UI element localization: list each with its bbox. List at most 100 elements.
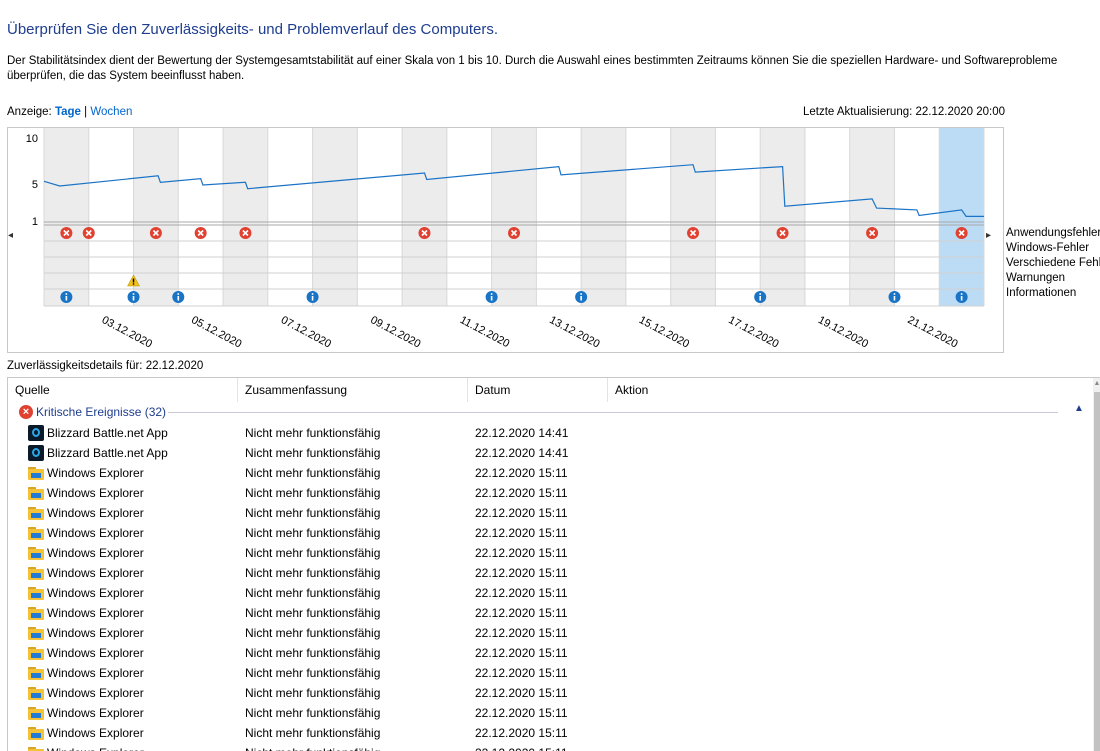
row-label-misc-errors: Verschiedene Fehler [1006,257,1100,269]
cell-source: Windows Explorer [47,486,144,500]
cell-source: Windows Explorer [47,506,144,520]
table-row[interactable]: Windows Explorer Nicht mehr funktionsfähi… [8,663,1093,683]
cell-date: 22.12.2020 15:11 [475,686,568,700]
info-icon-mark [132,293,135,295]
cell-date: 22.12.2020 15:11 [475,666,568,680]
info-icon-mark [65,293,68,295]
cell-date: 22.12.2020 15:11 [475,626,568,640]
cell-source: Windows Explorer [47,726,144,740]
column-header-summary[interactable]: Zusammenfassung [238,378,468,402]
cell-summary: Nicht mehr funktionsfähig [245,426,381,440]
folder-icon [28,507,44,520]
cell-source: Windows Explorer [47,526,144,540]
cell-source: Windows Explorer [47,686,144,700]
table-row[interactable]: Windows Explorer Nicht mehr funktionsfähi… [8,543,1093,563]
cell-date: 22.12.2020 15:11 [475,646,568,660]
table-row[interactable]: Blizzard Battle.net App Nicht mehr funkti… [8,443,1093,463]
table-row[interactable]: Windows Explorer Nicht mehr funktionsfähi… [8,463,1093,483]
cell-source: Windows Explorer [47,626,144,640]
cell-source: Windows Explorer [47,746,144,751]
y-tick-label: 5 [32,179,38,191]
cell-summary: Nicht mehr funktionsfähig [245,546,381,560]
chart-scroll-left-button[interactable]: ◂ [8,230,14,241]
cell-summary: Nicht mehr funktionsfähig [245,626,381,640]
view-separator: | [84,106,88,118]
cell-source: Windows Explorer [47,666,144,680]
y-tick-label: 1 [32,216,38,228]
shaded-day-column [223,128,268,306]
date-label: 21.12.2020 [905,314,959,350]
table-row[interactable]: Windows Explorer Nicht mehr funktionsfähi… [8,723,1093,743]
table-row[interactable]: Windows Explorer Nicht mehr funktionsfähi… [8,683,1093,703]
cell-summary: Nicht mehr funktionsfähig [245,566,381,580]
table-row[interactable]: Windows Explorer Nicht mehr funktionsfähi… [8,583,1093,603]
cell-date: 22.12.2020 14:41 [475,426,569,440]
info-icon-mark [893,296,896,301]
folder-icon [28,527,44,540]
collapse-icon[interactable]: ▲ [1074,403,1084,414]
scroll-thumb[interactable] [1094,392,1100,751]
view-weeks-link[interactable]: Wochen [90,106,133,118]
reliability-chart[interactable]: 10 5 1 03.12.2020 05.12.2020 07.12.2020 09.12.… [7,127,1004,353]
cell-summary: Nicht mehr funktionsfähig [245,706,381,720]
row-label-information: Informationen [1006,287,1077,299]
table-row[interactable]: Windows Explorer Nicht mehr funktionsfähi… [8,523,1093,543]
folder-icon [28,687,44,700]
shaded-day-column [491,128,537,306]
cell-date: 22.12.2020 15:11 [475,726,568,740]
column-header-action[interactable]: Aktion [615,383,649,397]
cell-date: 22.12.2020 15:11 [475,706,568,720]
folder-icon [28,707,44,720]
error-icon-mark [63,229,70,237]
cell-summary: Nicht mehr funktionsfähig [245,526,381,540]
table-row[interactable]: Windows Explorer Nicht mehr funktionsfähi… [8,643,1093,663]
cell-summary: Nicht mehr funktionsfähig [245,606,381,620]
info-icon-mark [580,296,582,301]
column-header-source[interactable]: Quelle [8,378,238,402]
table-row[interactable]: Blizzard Battle.net App Nicht mehr funkti… [8,423,1093,443]
table-row[interactable]: Windows Explorer Nicht mehr funktionsfähi… [8,623,1093,643]
table-row[interactable]: Windows Explorer Nicht mehr funktionsfähi… [8,503,1093,523]
table-row[interactable]: Windows Explorer Nicht mehr funktionsfähi… [8,603,1093,623]
date-label: 03.12.2020 [100,314,154,350]
cell-source: Windows Explorer [47,586,144,600]
row-label-windows-errors: Windows-Fehler [1006,242,1090,254]
info-icon-mark [65,296,68,301]
column-header-date[interactable]: Datum [468,378,608,402]
error-icon-mark [958,229,965,237]
scroll-up-icon[interactable]: ▲ [1093,380,1100,387]
shaded-day-column [402,128,447,306]
info-icon-mark [177,293,180,295]
vertical-scrollbar[interactable]: ▲ [1093,378,1100,751]
chart-scroll-right-button[interactable]: ▸ [986,230,992,241]
shaded-day-column [133,128,179,306]
info-icon-mark [759,296,761,301]
date-label: 09.12.2020 [368,314,422,350]
table-row[interactable]: Windows Explorer Nicht mehr funktionsfähi… [8,563,1093,583]
shaded-day-column [581,128,626,306]
row-label-warnings: Warnungen [1006,272,1066,284]
cell-summary: Nicht mehr funktionsfähig [245,726,381,740]
cell-summary: Nicht mehr funktionsfähig [245,686,381,700]
table-row[interactable]: Windows Explorer Nicht mehr funktionsfähi… [8,703,1093,723]
shaded-day-column [44,128,89,306]
cell-source: Windows Explorer [47,606,144,620]
warning-icon-mark [132,283,135,285]
date-label: 13.12.2020 [547,314,601,350]
group-header-critical[interactable]: × Kritische Ereignisse (32) ▲ [8,402,1088,422]
stability-index-line [43,164,984,218]
cell-source: Windows Explorer [47,706,144,720]
cell-source: Blizzard Battle.net App [47,426,168,440]
date-label: 07.12.2020 [279,314,333,350]
table-row[interactable]: Windows Explorer Nicht mehr funktionsfähi… [8,483,1093,503]
cell-source: Windows Explorer [47,466,144,480]
view-days-link[interactable]: Tage [54,106,81,118]
folder-icon [28,747,44,751]
info-icon-mark [960,296,963,301]
sort-indicator-icon: ^ [535,377,540,383]
cell-summary: Nicht mehr funktionsfähig [245,646,381,660]
info-icon-mark [177,296,180,301]
info-icon-mark [311,296,314,301]
info-icon-mark [132,296,135,301]
folder-icon [28,607,44,620]
